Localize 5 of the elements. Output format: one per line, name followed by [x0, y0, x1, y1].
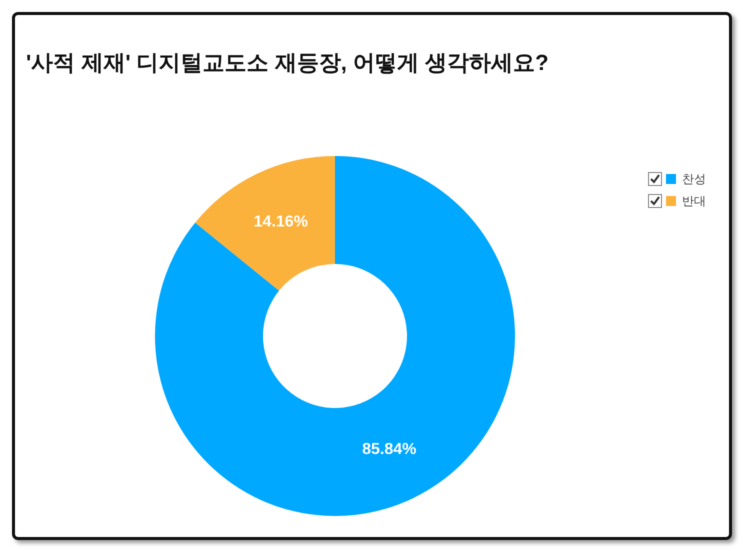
legend-label: 찬성: [682, 170, 706, 188]
legend-label: 반대: [682, 192, 706, 210]
data-label: 14.16%: [254, 214, 308, 231]
data-label: 85.84%: [362, 441, 416, 458]
chart-title: '사적 제재' 디지털교도소 재등장, 어떻게 생각하세요?: [26, 49, 549, 77]
